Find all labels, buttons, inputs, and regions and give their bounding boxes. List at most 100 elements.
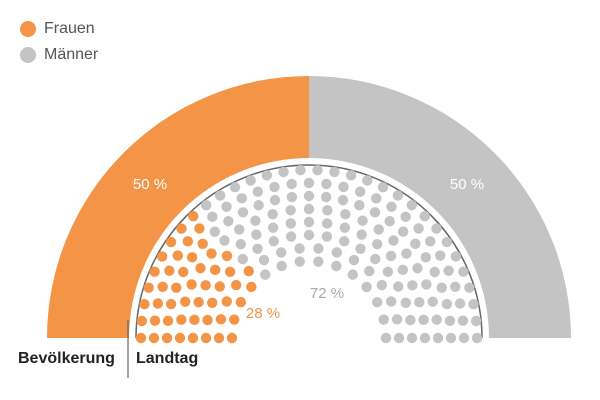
seat-maenner <box>444 315 456 327</box>
seat-maenner <box>285 218 297 229</box>
seat-maenner <box>348 254 360 266</box>
seat-maenner <box>458 332 470 344</box>
seat-frauen <box>195 263 206 274</box>
seat-maenner <box>285 231 297 242</box>
seat-maenner <box>313 256 324 267</box>
seat-maenner <box>258 254 270 266</box>
seat-maenner <box>441 236 453 248</box>
seat-frauen <box>243 265 254 277</box>
seat-frauen <box>176 314 187 325</box>
seat-maenner <box>431 223 442 234</box>
seat-maenner <box>419 211 430 222</box>
seat-frauen <box>148 332 160 344</box>
seat-maenner <box>400 211 411 223</box>
seat-frauen <box>156 251 168 262</box>
seat-frauen <box>193 296 204 308</box>
seat-maenner <box>429 266 440 278</box>
seat-maenner <box>401 248 412 259</box>
seat-maenner <box>252 186 264 197</box>
seat-maenner <box>339 236 350 247</box>
landtag-separator-arc <box>135 164 483 339</box>
seat-maenner <box>268 236 279 247</box>
seat-frauen <box>135 332 147 344</box>
seat-maenner <box>267 209 278 220</box>
seat-frauen <box>207 297 218 308</box>
seat-maenner <box>338 181 349 193</box>
seat-frauen <box>182 236 194 247</box>
seat-maenner <box>369 207 381 218</box>
seat-maenner <box>221 201 232 212</box>
label-divider <box>127 320 129 378</box>
landtag-maenner-value: 72 % <box>310 285 344 302</box>
seat-frauen <box>226 332 238 344</box>
seat-maenner <box>377 181 389 193</box>
seat-maenner <box>470 315 482 327</box>
seat-maenner <box>431 314 442 325</box>
seat-maenner <box>219 235 230 246</box>
seat-frauen <box>188 211 199 222</box>
seat-frauen <box>224 266 236 277</box>
seat-frauen <box>194 223 205 234</box>
seat-maenner <box>275 247 287 258</box>
seat-frauen <box>189 314 200 326</box>
seat-frauen <box>200 332 212 344</box>
seat-maenner <box>354 186 366 197</box>
seat-maenner <box>245 175 256 186</box>
seat-maenner <box>251 229 262 240</box>
seat-maenner <box>339 222 351 233</box>
seat-maenner <box>303 229 315 241</box>
seat-maenner <box>337 194 349 206</box>
seat-maenner <box>209 226 221 237</box>
seat-maenner <box>303 190 315 202</box>
bevoelkerung-frauen-segment <box>47 76 309 338</box>
seat-maenner <box>250 215 261 226</box>
seat-frauen <box>139 298 150 310</box>
seat-frauen <box>161 332 173 344</box>
seat-maenner <box>373 224 384 235</box>
seat-maenner <box>237 253 248 265</box>
seat-maenner <box>371 238 383 250</box>
seat-frauen <box>180 296 191 307</box>
seat-maenner <box>371 297 383 308</box>
seat-maenner <box>406 199 418 211</box>
seat-maenner <box>269 194 281 206</box>
seat-maenner <box>252 243 263 254</box>
seat-frauen <box>200 280 211 291</box>
seat-maenner <box>468 298 479 310</box>
seat-frauen <box>165 298 177 310</box>
seat-maenner <box>354 200 365 211</box>
seat-maenner <box>441 298 453 310</box>
seat-maenner <box>388 235 399 246</box>
seat-maenner <box>382 266 394 277</box>
seat-frauen <box>186 252 198 263</box>
legend-label-frauen: Frauen <box>44 20 95 37</box>
seat-frauen <box>149 315 161 326</box>
legend-swatch-maenner <box>20 47 36 63</box>
seat-maenner <box>357 215 368 226</box>
seat-maenner <box>370 253 381 265</box>
seat-maenner <box>413 223 424 234</box>
seat-frauen <box>215 314 227 325</box>
seat-frauen <box>221 296 232 307</box>
seat-maenner <box>229 181 241 193</box>
seat-maenner <box>303 203 315 215</box>
seat-frauen <box>171 282 182 293</box>
seat-maenner <box>303 177 315 189</box>
seat-maenner <box>261 170 273 181</box>
seat-maenner <box>427 296 438 307</box>
seat-maenner <box>321 178 332 190</box>
seat-maenner <box>331 260 342 272</box>
legend-label-maenner: Männer <box>44 46 99 63</box>
seat-maenner <box>406 332 418 344</box>
bevoelkerung-maenner-segment <box>309 76 571 338</box>
seat-maenner <box>384 215 395 227</box>
seat-frauen <box>149 266 160 277</box>
seat-frauen <box>229 314 240 325</box>
seat-maenner <box>312 165 323 176</box>
seat-maenner <box>294 256 305 267</box>
seat-maenner <box>345 170 357 181</box>
seat-maenner <box>371 193 382 204</box>
seat-frauen <box>174 332 186 344</box>
seat-maenner <box>414 296 425 308</box>
seat-maenner <box>260 269 271 280</box>
